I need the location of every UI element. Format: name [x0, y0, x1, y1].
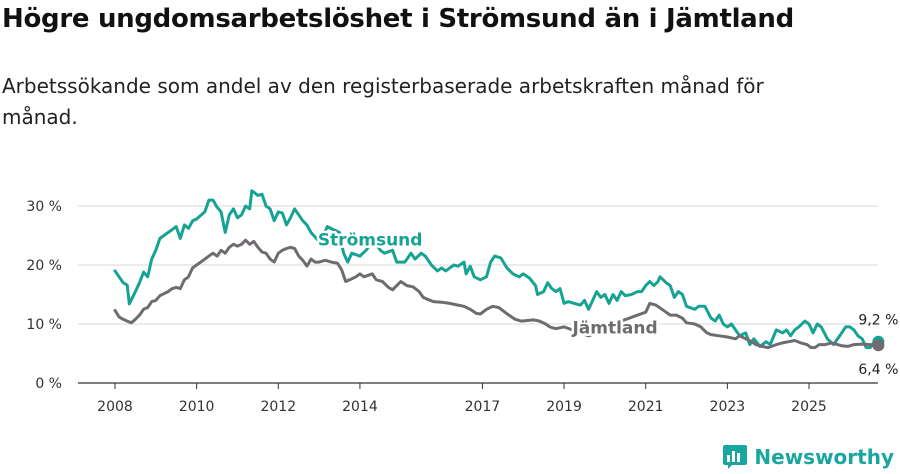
x-tick-label: 2025 [791, 399, 827, 415]
series-lines [113, 189, 885, 352]
x-tick-label: 2017 [465, 399, 501, 415]
x-tick-label: 2008 [97, 399, 133, 415]
newsworthy-logo-icon [723, 445, 748, 469]
chart-title: Högre ungdomsarbetslöshet i Strömsund än… [2, 4, 794, 34]
series-name-label-1: Jämtland [571, 318, 657, 338]
x-tick-label: 2021 [628, 399, 664, 415]
series-end-label-0: 9,2 % [858, 313, 898, 329]
brand-name: Newsworthy [754, 445, 894, 469]
gridlines [78, 205, 878, 325]
x-tick-label: 2010 [179, 399, 215, 415]
brand-logo[interactable]: Newsworthy [722, 444, 894, 470]
chart-subtitle: Arbetssökande som andel av den registerb… [2, 74, 764, 129]
y-tick-label: 10 % [26, 317, 62, 333]
x-tick-label: 2014 [342, 399, 378, 415]
y-tick-label: 30 % [26, 199, 62, 215]
y-tick-label: 0 % [35, 376, 62, 392]
series-line-1 [113, 238, 880, 350]
x-tick-label: 2012 [260, 399, 296, 415]
series-labels: 9,2 % 6,4 % Strömsund Jämtland [315, 228, 898, 378]
series-name-label-0: Strömsund [318, 231, 423, 251]
series-end-label-1: 6,4 % [858, 362, 898, 378]
y-tick-label: 20 % [26, 258, 62, 274]
x-tick-label: 2019 [546, 399, 582, 415]
x-tick-label: 2023 [710, 399, 746, 415]
series-end-marker-1 [872, 339, 885, 352]
x-axis: 2008 2010 2012 2014 2017 2019 2021 2023 2025 [78, 382, 878, 415]
y-axis: 0 % 10 % 20 % 30 % [26, 199, 62, 392]
